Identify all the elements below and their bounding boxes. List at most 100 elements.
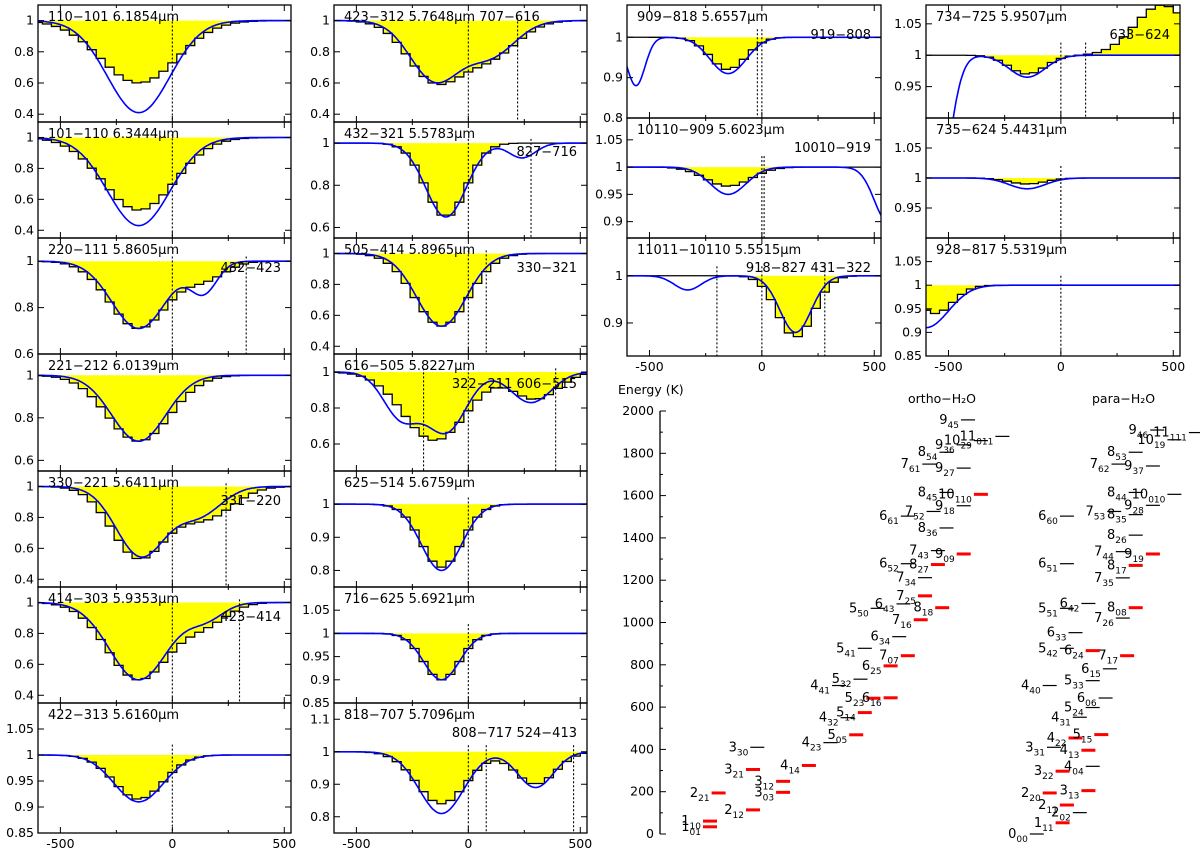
panel-companion-label: 827−716 [516,145,577,160]
level-j: 1 [681,820,689,835]
energy-level-label: 1029 [944,434,972,452]
model-curve [334,252,587,328]
y-tick-label: 1 [615,268,623,283]
energy-level-label: 845 [918,485,938,503]
level-j: 7 [892,613,900,628]
panel-plot-area [38,134,291,238]
energy-level-label: 515 [1073,728,1093,746]
panel-companion-label: 330−321 [516,261,577,276]
model-curve [334,142,587,218]
y-tick-label: 0.9 [603,214,623,229]
panel-title: 735−624 5.4431μm [936,123,1067,138]
panel-frame [925,237,1181,357]
x-tick-label: -500 [934,359,962,374]
energy-level-label: 660 [1038,509,1058,527]
level-sub: 27 [943,469,954,479]
energy-tick-label: 200 [630,784,654,799]
panel-plot-area [334,17,587,122]
energy-level-label: 322 [1034,764,1054,782]
level-sub: 42 [1046,649,1057,659]
y-tick-label: 0.9 [310,529,330,544]
panel-plot-area [627,266,881,356]
level-sub: 110 [955,495,972,505]
level-sub: 61 [909,465,920,475]
level-j: 6 [879,509,887,524]
energy-level-label: 808 [1107,601,1127,619]
energy-level-label: 928 [1124,498,1144,516]
level-sub: 12 [763,782,774,792]
level-j: 6 [879,557,887,572]
ortho-label: ortho−H₂O [908,391,976,406]
energy-level-label: 212 [724,803,744,821]
level-sub: 51 [1046,609,1057,619]
y-tick-label: 1 [322,135,330,150]
level-j: 5 [1064,674,1072,689]
energy-level-label: 551 [1038,601,1058,619]
level-j: 7 [1090,457,1098,472]
panel-plot-area [38,374,291,442]
x-tick-label: 0 [1057,359,1065,374]
y-tick-label: 0.8 [310,276,330,291]
energy-tick-label: 1200 [622,572,654,587]
level-sub: 42 [1068,604,1079,614]
level-j: 10 [1137,433,1154,448]
energy-level-label: 634 [870,630,890,648]
energy-level-label: 725 [896,589,916,607]
y-tick-label: 0.6 [310,307,330,322]
energy-tick-label: 400 [630,741,654,756]
level-j: 9 [935,438,943,453]
spectrum-panel-4: 0.4 0.6 0.8 1 330−221 5.6411μm 331−220 [14,470,292,588]
spectrum-panel-17: 0.95 1 1.05 734−725 5.9507μm 633−624 [894,4,1181,119]
y-tick-label: 0.95 [6,773,34,788]
energy-level-label: 000 [1008,827,1028,845]
y-tick-label: 0.9 [902,324,922,339]
y-tick-label: 0.4 [310,106,330,121]
level-j: 6 [862,659,870,674]
level-j: 7 [905,504,913,519]
energy-level-label: 818 [913,601,933,619]
observed-fill [38,137,291,211]
level-j: 9 [935,499,943,514]
level-j: 5 [1038,601,1046,616]
para-label: para−H₂O [1092,391,1155,406]
energy-level-label: 220 [1021,786,1041,804]
panel-title: 928−817 5.5319μm [936,243,1067,258]
y-tick-label: 0.6 [14,656,34,671]
energy-level-label: 726 [1094,611,1114,629]
panel-title: 616−505 5.8227μm [344,359,475,374]
y-tick-label: 0.8 [14,509,34,524]
level-j: 7 [901,457,909,472]
model-curve [38,601,291,681]
y-tick-label: 0.6 [14,191,34,206]
energy-level-diagram: 0200400600800100012001400160018002000Ene… [618,382,1200,845]
level-sub: 24 [1072,709,1084,719]
energy-level-label: 844 [1107,485,1127,503]
level-sub: 60 [1046,517,1058,527]
energy-level-label: 615 [1081,662,1101,680]
panel-title: 818−707 5.7096μm [344,708,475,723]
y-tick-label: 0.95 [302,649,330,664]
energy-level-label: 101 [681,820,701,838]
level-sub: 44 [1115,493,1127,503]
observed-spectrum [334,751,587,805]
energy-level-label: 918 [935,499,955,517]
energy-level-label: 432 [819,711,839,729]
y-tick-label: 1 [914,47,922,62]
level-j: 9 [1124,547,1132,562]
energy-level-label: 853 [1107,445,1127,463]
panel-title: 422−313 5.6160μm [48,708,179,723]
level-sub: 32 [840,680,851,690]
observed-spectrum [334,20,587,86]
observed-fill [926,285,1180,314]
level-sub: 011 [976,437,993,447]
panel-frame [626,237,882,357]
level-sub: 12 [733,811,744,821]
energy-level-label: 661 [879,509,899,527]
level-j: 4 [780,758,788,773]
energy-level-label: 827 [909,558,929,576]
level-j: 2 [1051,806,1059,821]
y-tick-label: 0.8 [310,44,330,59]
energy-level-label: 221 [690,786,710,804]
y-tick-label: 1 [26,478,34,493]
observed-fill [38,261,291,329]
